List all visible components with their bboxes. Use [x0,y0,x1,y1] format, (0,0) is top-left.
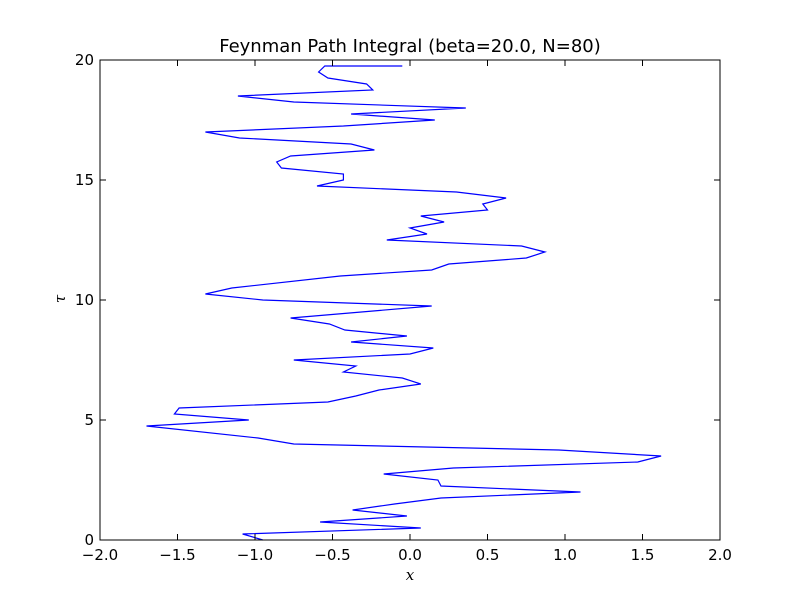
y-axis: 0 5 10 15 20 [75,51,720,549]
plot-frame [99,59,721,541]
x-tick-label: −1.0 [237,546,273,564]
x-tick-label: −0.5 [314,546,350,564]
x-tick-label: 0.0 [398,546,422,564]
x-tick-label: 0.5 [476,546,500,564]
y-axis-label: τ [51,294,69,303]
x-tick-label: 2.0 [708,546,732,564]
y-tick-label: 15 [75,171,94,189]
y-tick-label: 20 [75,51,94,69]
x-axis: −2.0 −1.5 −1.0 −0.5 0.0 0.5 1.0 1.5 2.0 [82,60,732,564]
chart-title: Feynman Path Integral (beta=20.0, N=80) [219,36,601,57]
x-tick-label: −1.5 [159,546,195,564]
x-tick-label: −2.0 [82,546,118,564]
y-tick-label: 5 [84,411,94,429]
x-tick-label: 1.0 [553,546,577,564]
y-tick-label: 0 [84,531,94,549]
series-line-0 [146,65,662,541]
x-tick-label: 1.5 [631,546,655,564]
plot-area [99,59,721,541]
y-tick-label: 10 [75,291,94,309]
x-axis-label: x [406,566,415,584]
